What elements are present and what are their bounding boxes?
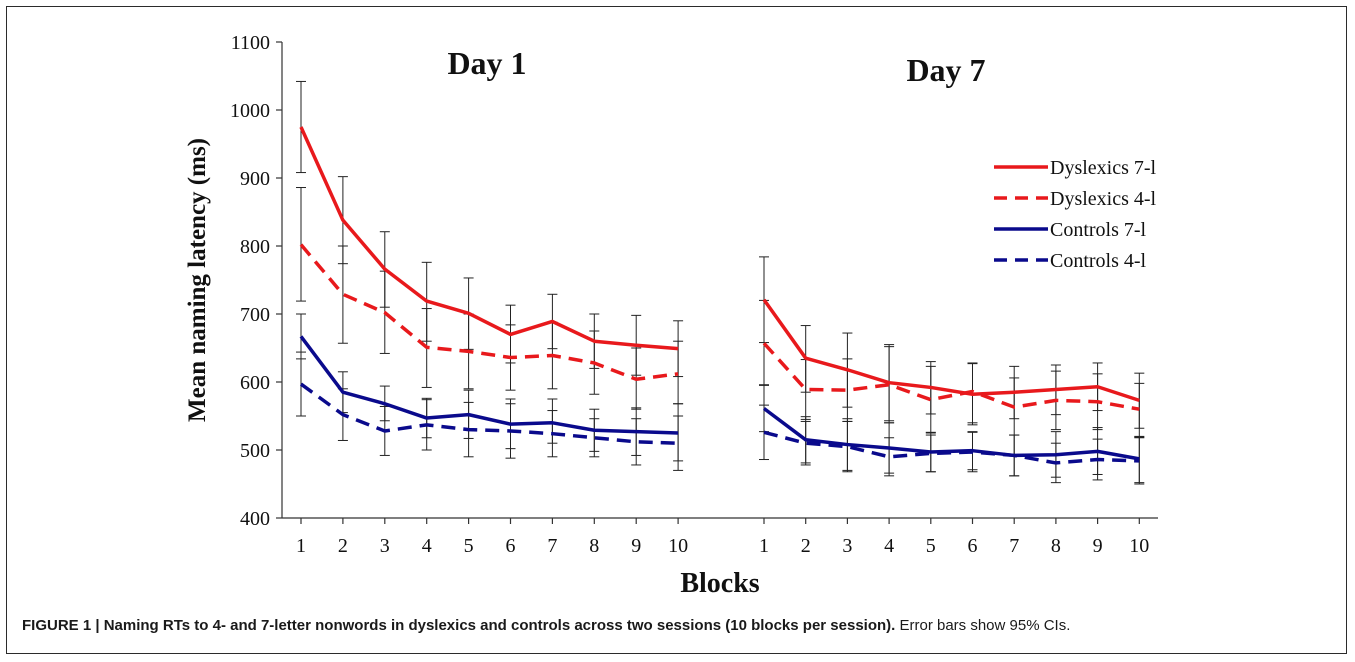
y-tick-label-800: 800 [240,236,270,258]
legend: Dyslexics 7-l Dyslexics 4-l Controls 7-l Co… [994,157,1157,272]
chart-axes [276,41,1158,524]
x-tick-label: 1 [296,535,306,557]
x-tick-label: 10 [668,535,688,557]
x-tick-label: 9 [1093,535,1103,557]
series-line-dyslexics-4-l-day7 [762,342,1140,411]
x-tick-label: 4 [422,535,432,557]
x-tick-label: 6 [968,535,978,557]
figure-frame [6,6,1347,654]
panel-title: Day 7 [906,52,985,88]
caption-text: Error bars show 95% CIs. [895,617,1071,634]
x-tick-label: 8 [589,535,599,557]
x-tick-label: 3 [380,535,390,557]
y-tick-label-1100: 1100 [231,32,270,54]
x-tick-label: 10 [1129,535,1149,557]
x-tick-label: 5 [464,535,474,557]
y-axis-title: Mean naming latency (ms) [184,138,211,422]
series-line-dyslexics-7-l-day1 [299,126,679,351]
y-tick-label-600: 600 [240,372,270,394]
series-line-controls-4-l-day7 [763,430,1140,465]
x-tick-label: 6 [506,535,516,557]
figure-caption: FIGURE 1 | Naming RTs to 4- and 7-letter… [22,617,1342,634]
x-axis-title: Blocks [680,568,759,599]
series-line-dyslexics-4-l-day1 [299,243,679,382]
chart-labels: 400 500 600 700 800 900 1000 1100 1 2 3 4 5 6 7 8 9 10 Day… [184,32,1149,599]
x-tick-label: 2 [338,535,348,557]
x-tick-label: 3 [842,535,852,557]
x-tick-label: 7 [1009,535,1019,557]
series-line-controls-7-l-day7 [762,407,1140,461]
legend-label: Controls 7-l [1050,219,1147,241]
x-tick-label: 7 [547,535,557,557]
x-tick-label: 5 [926,535,936,557]
y-tick-label-400: 400 [240,508,270,530]
legend-label: Controls 4-l [1050,250,1147,272]
series-lines [299,126,1140,465]
x-tick-label: 9 [631,535,641,557]
y-tick-label-500: 500 [240,440,270,462]
y-tick-label-900: 900 [240,168,270,190]
x-tick-label: 1 [759,535,769,557]
y-tick-label-1000: 1000 [230,100,270,122]
legend-label: Dyslexics 4-l [1050,188,1157,210]
series-line-controls-4-l-day1 [299,382,679,445]
x-tick-label: 2 [801,535,811,557]
series-line-controls-7-l-day1 [299,335,679,435]
x-tick-label: 8 [1051,535,1061,557]
series-line-dyslexics-7-l-day7 [762,298,1140,403]
caption-label: FIGURE 1 | Naming RTs to 4- and 7-letter… [22,617,896,634]
x-tick-label: 4 [884,535,894,557]
y-tick-label-700: 700 [240,304,270,326]
line-chart: 400 500 600 700 800 900 1000 1100 1 2 3 4 5 6 7 8 9 10 Day… [184,32,1158,599]
legend-label: Dyslexics 7-l [1050,157,1157,179]
panel-title: Day 1 [447,45,526,81]
